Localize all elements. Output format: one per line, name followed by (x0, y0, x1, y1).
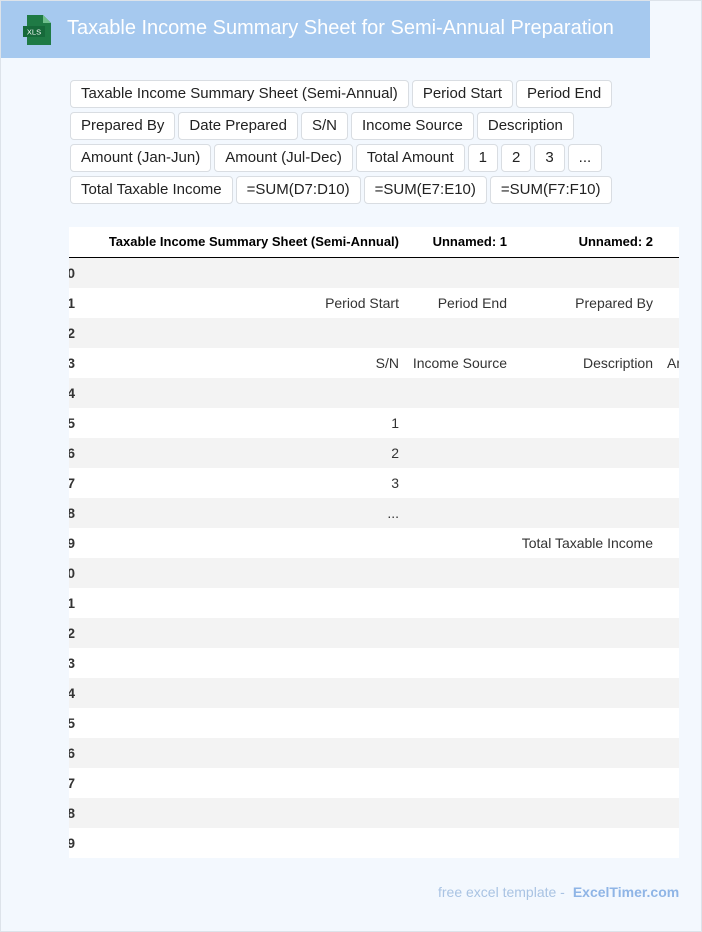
row-index: 5 (69, 408, 75, 438)
tag[interactable]: Taxable Income Summary Sheet (Semi-Annua… (70, 80, 409, 108)
table-row: 13 (69, 648, 679, 678)
table-row: 18 (69, 798, 679, 828)
data-table: Taxable Income Summary Sheet (Semi-Annua… (69, 227, 679, 858)
footer-link[interactable]: ExcelTimer.com (572, 884, 680, 900)
table-row: 3 S/N Income Source Description Amount (Jan-… (69, 348, 679, 378)
icon-label: XLS (27, 28, 41, 37)
table-row: 2 (69, 318, 679, 348)
table-cell: Period End (437, 295, 507, 311)
table-row: 10 (69, 558, 679, 588)
table-cell: 3 (391, 475, 399, 491)
table-row: 15 (69, 708, 679, 738)
table-cell: Prepared By (575, 295, 653, 311)
row-index: 18 (69, 798, 75, 828)
table-row: 1 Period Start Period End Prepared By (69, 288, 679, 318)
column-header: Taxable Income Summary Sheet (Semi-Annua… (108, 234, 399, 249)
table-cell: Description (582, 355, 653, 371)
table-row: 17 (69, 768, 679, 798)
row-index: 15 (69, 708, 75, 738)
table-cell: S/N (375, 355, 399, 371)
tag[interactable]: Income Source (350, 112, 474, 140)
table-cell: 1 (391, 415, 399, 431)
table-row: 51 (69, 408, 679, 438)
tag[interactable]: Prepared By (70, 112, 176, 140)
tag[interactable]: =SUM(E7:E10) (363, 176, 487, 204)
row-index: 6 (69, 438, 75, 468)
table-row: 73 (69, 468, 679, 498)
table-cell: Amount (Jan-Jun) (667, 355, 679, 371)
tag[interactable]: 1 (467, 144, 498, 172)
row-index: 7 (69, 468, 75, 498)
row-index: 1 (69, 288, 75, 318)
row-index: 19 (69, 828, 75, 858)
table-cell: Total Taxable Income (521, 535, 653, 551)
table-row: 14 (69, 678, 679, 708)
tag[interactable]: Total Taxable Income (70, 176, 233, 204)
tag[interactable]: =SUM(D7:D10) (235, 176, 361, 204)
table-row: 12 (69, 618, 679, 648)
tag[interactable]: Period End (516, 80, 613, 108)
row-index: 8 (69, 498, 75, 528)
row-index: 14 (69, 678, 75, 708)
tag[interactable]: ... (567, 144, 603, 172)
column-header: Unnamed: 1 (432, 234, 507, 249)
tag[interactable]: Date Prepared (178, 112, 298, 140)
row-index: 13 (69, 648, 75, 678)
column-header: Unnamed: 2 (578, 234, 653, 249)
tag[interactable]: Amount (Jul-Dec) (214, 144, 353, 172)
xls-icon: XLS (23, 15, 51, 45)
table-row: 62 (69, 438, 679, 468)
header-bar: XLS Taxable Income Summary Sheet for Sem… (1, 1, 650, 58)
tag[interactable]: 2 (500, 144, 532, 172)
row-index: 3 (69, 348, 75, 378)
table-row: 0 (69, 258, 679, 288)
table-body: Taxable Income Summary Sheet (Semi-Annua… (69, 227, 679, 858)
table-cell: 2 (391, 445, 399, 461)
row-index: 12 (69, 618, 75, 648)
table-cell: Income Source (412, 355, 507, 371)
row-index: 0 (69, 258, 75, 288)
table-row: 9 Total Taxable Income (69, 528, 679, 558)
table-row: 11 (69, 588, 679, 618)
row-index: 4 (69, 378, 75, 408)
tag[interactable]: Description (476, 112, 574, 140)
tag[interactable]: 3 (534, 144, 565, 172)
page-title: Taxable Income Summary Sheet for Semi-An… (67, 17, 614, 39)
row-index: 16 (69, 738, 75, 768)
table-row: 4 (69, 378, 679, 408)
row-index: 11 (69, 588, 75, 618)
row-index: 10 (69, 558, 75, 588)
tag-list: Taxable Income Summary Sheet (Semi-Annua… (70, 80, 630, 204)
table-cell: ... (387, 505, 399, 521)
tag[interactable]: Period Start (411, 80, 514, 108)
table-row: 16 (69, 738, 679, 768)
tag[interactable]: Total Amount (355, 144, 465, 172)
table-row: 8... (69, 498, 679, 528)
row-index: 17 (69, 768, 75, 798)
tag[interactable]: Amount (Jan-Jun) (70, 144, 212, 172)
table-cell: Period Start (325, 295, 399, 311)
tag[interactable]: =SUM(F7:F10) (489, 176, 612, 204)
row-index: 9 (69, 528, 75, 558)
footer: free excel template - ExcelTimer.com (438, 884, 679, 900)
footer-text: free excel template - (438, 884, 565, 900)
row-index: 2 (69, 318, 75, 348)
header-row: Taxable Income Summary Sheet (Semi-Annua… (69, 227, 679, 258)
table-row: 19 (69, 828, 679, 858)
tag[interactable]: S/N (300, 112, 348, 140)
